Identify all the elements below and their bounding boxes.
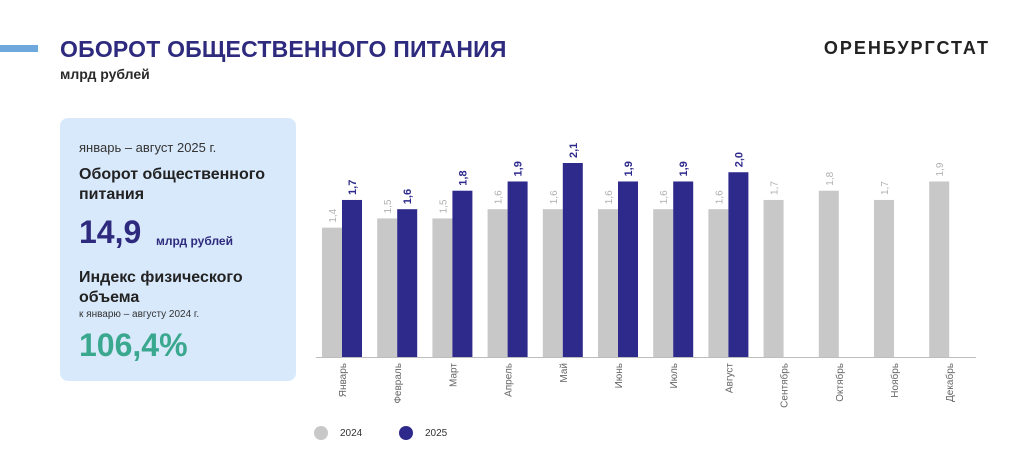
data-label-2025-1: 1,7 — [347, 180, 359, 195]
data-label-2024-8: 1,6 — [714, 190, 725, 204]
x-tick-label-10: Октябрь — [834, 363, 846, 402]
bar-2024-10 — [818, 190, 839, 357]
x-tick-label-12: Декабрь — [944, 363, 956, 402]
x-tick-label-4: Апрель — [504, 363, 515, 397]
x-tick-label-11: Ноябрь — [889, 363, 901, 398]
x-tick-label-7: Июль — [669, 363, 680, 389]
bar-2025-3 — [452, 190, 473, 357]
data-label-2024-2: 1,5 — [383, 199, 394, 213]
bar-2025-1 — [342, 199, 362, 357]
x-tick-label-5: Май — [559, 363, 570, 383]
data-label-2025-4: 1,9 — [513, 161, 525, 176]
volume-index-value: 106,4% — [79, 327, 188, 363]
legend-label-2024: 2024 — [340, 428, 363, 439]
legend-marker-2024 — [314, 426, 328, 440]
x-tick-label-9: Сентябрь — [779, 363, 791, 408]
bar-2024-5 — [542, 209, 563, 357]
data-label-2025-8: 2,0 — [733, 152, 745, 167]
data-label-2024-9: 1,7 — [770, 181, 781, 195]
data-label-2024-5: 1,6 — [549, 190, 560, 204]
x-tick-label-1: Январь — [338, 363, 349, 397]
bar-2025-4 — [507, 181, 528, 357]
data-label-2024-12: 1,9 — [935, 162, 946, 176]
volume-index-note: к январю – августу 2024 г. — [79, 309, 200, 320]
legend-label-2025: 2025 — [425, 428, 448, 439]
bar-2025-2 — [397, 209, 418, 357]
bar-2024-12 — [929, 181, 950, 357]
data-label-2024-10: 1,8 — [825, 171, 836, 185]
data-label-2024-11: 1,7 — [880, 181, 891, 195]
data-label-2024-1: 1,4 — [328, 208, 339, 222]
bar-2024-4 — [487, 209, 508, 357]
summary-panel: январь – август 2025 г. Оборот обществен… — [60, 118, 296, 381]
data-label-2024-4: 1,6 — [494, 190, 505, 204]
bar-2025-6 — [618, 181, 638, 357]
turnover-value: 14,9 — [79, 214, 142, 250]
bar-2024-1 — [322, 227, 342, 357]
x-tick-label-8: Август — [724, 363, 735, 394]
brand-logo-text: ОРЕНБУРГСТАТ — [823, 38, 990, 58]
volume-index-label: Индекс физического объема — [79, 269, 243, 306]
bar-2024-2 — [377, 218, 398, 357]
data-label-2024-6: 1,6 — [604, 190, 615, 204]
summary-period: январь – август 2025 г. — [79, 140, 217, 155]
bar-2025-8 — [728, 172, 749, 357]
bar-2024-3 — [432, 218, 453, 357]
data-label-2025-7: 1,9 — [678, 161, 690, 176]
page-title: ОБОРОТ ОБЩЕСТВЕННОГО ПИТАНИЯ — [60, 36, 507, 62]
data-label-2024-3: 1,5 — [438, 199, 449, 213]
data-label-2025-2: 1,6 — [402, 189, 414, 204]
bar-2024-8 — [708, 209, 729, 357]
bar-2024-7 — [653, 209, 674, 357]
x-tick-label-3: Март — [448, 363, 459, 387]
bar-2025-5 — [562, 163, 583, 357]
bar-2024-9 — [763, 199, 784, 357]
data-label-2025-6: 1,9 — [623, 161, 635, 176]
page-subtitle: млрд рублей — [60, 66, 150, 82]
bar-2024-6 — [598, 209, 618, 357]
turnover-unit: млрд рублей — [156, 234, 233, 248]
x-tick-label-2: Февраль — [393, 363, 404, 404]
bar-2025-7 — [673, 181, 694, 357]
accent-bar — [0, 45, 38, 52]
turnover-label: Оборот общественного питания — [79, 166, 265, 203]
legend-marker-2025 — [399, 426, 413, 440]
x-tick-label-6: Июнь — [614, 363, 625, 388]
data-label-2024-7: 1,6 — [659, 190, 670, 204]
bar-2024-11 — [874, 199, 894, 357]
data-label-2025-5: 2,1 — [568, 143, 580, 158]
data-label-2025-3: 1,8 — [457, 170, 469, 185]
